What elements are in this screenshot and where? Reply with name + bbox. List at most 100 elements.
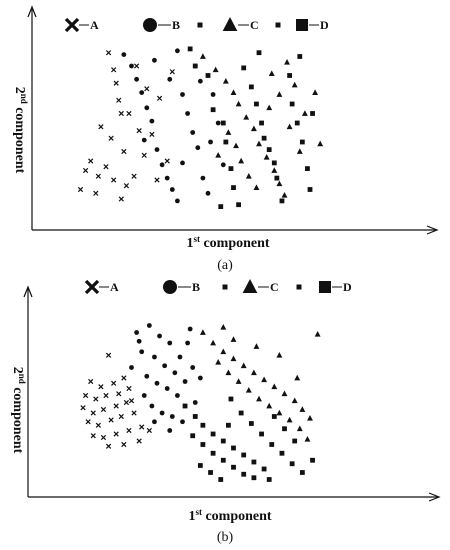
legend-marker-b (163, 280, 177, 294)
point-d (299, 470, 305, 475)
point-a (136, 438, 142, 444)
point-b (134, 76, 140, 82)
point-b (210, 92, 216, 97)
point-b (139, 349, 145, 355)
point-d (266, 147, 272, 152)
point-c (256, 140, 262, 147)
point-b (169, 414, 175, 419)
point-b (129, 63, 134, 69)
panel-label: (a) (217, 258, 233, 273)
point-a (113, 403, 119, 409)
point-b (159, 162, 165, 168)
point-b (144, 373, 150, 379)
point-d (271, 414, 277, 419)
point-c (312, 89, 319, 95)
legend-label: C (270, 280, 279, 294)
point-a (82, 392, 89, 399)
point-c (314, 331, 321, 337)
point-b (187, 326, 193, 332)
series-d (187, 46, 315, 209)
legend-marker-b (143, 18, 157, 32)
point-d (310, 111, 315, 116)
point-c (276, 409, 283, 416)
point-a (141, 152, 147, 158)
point-c (240, 362, 247, 369)
point-d (254, 101, 259, 107)
point-b (180, 160, 185, 166)
point-c (271, 167, 278, 173)
point-c (291, 397, 298, 404)
point-c (281, 390, 288, 397)
point-c (301, 110, 308, 116)
point-a (121, 441, 127, 448)
point-d (294, 120, 300, 126)
point-a (88, 378, 94, 385)
point-a (95, 173, 101, 179)
point-d (287, 73, 292, 78)
point-a (95, 422, 101, 428)
point-c (199, 329, 206, 335)
point-c (304, 436, 311, 442)
point-c (250, 369, 257, 376)
point-b (197, 375, 203, 381)
point-d (256, 50, 262, 56)
legend-item: A (84, 279, 119, 295)
legend-label: D (343, 280, 352, 294)
x-axis-arrow (428, 492, 441, 502)
point-b (190, 365, 196, 370)
point-b (185, 111, 191, 116)
point-d (248, 421, 254, 426)
legend: A B C D (64, 16, 329, 33)
point-d (297, 54, 303, 59)
point-a (131, 173, 137, 179)
point-b (197, 78, 203, 84)
point-b (164, 386, 170, 391)
point-b (177, 354, 183, 360)
point-d (266, 477, 272, 482)
legend-stray-point (296, 284, 302, 290)
y-axis-arrow (27, 5, 37, 18)
point-b (157, 333, 162, 339)
point-d (220, 457, 226, 463)
y-axis-arrow (23, 285, 33, 298)
point-b (220, 162, 226, 168)
point-a (98, 384, 104, 390)
legend-label: B (192, 280, 200, 294)
point-d (192, 63, 198, 69)
point-c (253, 343, 260, 349)
point-c (286, 123, 293, 130)
point-d (241, 65, 247, 71)
point-a (139, 424, 145, 430)
point-a (136, 127, 142, 134)
point-d (220, 438, 226, 444)
point-b (154, 380, 160, 386)
legend-label: D (320, 18, 329, 32)
series-a (77, 50, 175, 202)
legend-item: C (242, 278, 279, 294)
legend-item: A (64, 17, 99, 33)
point-a (128, 398, 135, 404)
point-b (139, 90, 145, 95)
point-d (305, 166, 310, 171)
legend-item: D (319, 280, 352, 294)
x-axis-label: 1st component (188, 507, 271, 524)
point-c (261, 376, 268, 383)
data-points (77, 46, 324, 209)
point-c (296, 425, 303, 432)
point-d (271, 160, 277, 166)
point-c (225, 369, 232, 376)
point-d (289, 461, 295, 467)
point-b (180, 419, 185, 425)
point-d (218, 204, 224, 209)
point-b (182, 379, 188, 384)
point-c (266, 402, 273, 409)
legend-stray-point (197, 22, 203, 28)
point-a (164, 158, 170, 164)
point-a (113, 80, 119, 86)
point-b (175, 48, 180, 54)
point-d (190, 433, 196, 439)
point-b (192, 400, 198, 405)
data-points (80, 323, 321, 482)
point-d (231, 445, 236, 451)
point-d (292, 438, 298, 444)
